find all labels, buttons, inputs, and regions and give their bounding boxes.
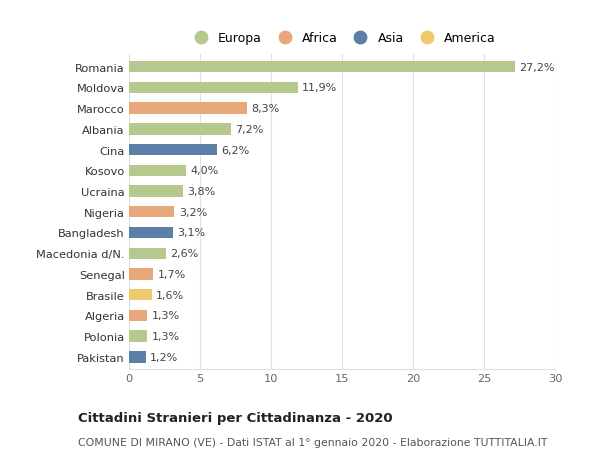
Bar <box>129 352 146 363</box>
Bar <box>129 145 217 156</box>
Bar <box>129 248 166 259</box>
Text: 3,8%: 3,8% <box>187 187 215 196</box>
Text: 11,9%: 11,9% <box>302 83 337 93</box>
Text: 3,2%: 3,2% <box>179 207 207 217</box>
Bar <box>129 207 175 218</box>
Text: 7,2%: 7,2% <box>235 124 264 134</box>
Text: 27,2%: 27,2% <box>520 62 555 73</box>
Bar <box>129 186 183 197</box>
Bar <box>129 62 515 73</box>
Bar <box>129 124 231 135</box>
Text: 1,3%: 1,3% <box>152 311 180 321</box>
Bar <box>129 289 152 301</box>
Text: 3,1%: 3,1% <box>177 228 205 238</box>
Text: COMUNE DI MIRANO (VE) - Dati ISTAT al 1° gennaio 2020 - Elaborazione TUTTITALIA.: COMUNE DI MIRANO (VE) - Dati ISTAT al 1°… <box>78 437 547 448</box>
Text: 6,2%: 6,2% <box>221 145 250 155</box>
Bar <box>129 310 148 321</box>
Text: 1,7%: 1,7% <box>157 269 185 280</box>
Bar <box>129 165 186 177</box>
Bar <box>129 103 247 115</box>
Legend: Europa, Africa, Asia, America: Europa, Africa, Asia, America <box>185 30 499 48</box>
Bar <box>129 331 148 342</box>
Text: 4,0%: 4,0% <box>190 166 218 176</box>
Text: 1,6%: 1,6% <box>156 290 184 300</box>
Bar <box>129 227 173 239</box>
Text: 1,3%: 1,3% <box>152 331 180 341</box>
Text: 1,2%: 1,2% <box>151 352 179 362</box>
Text: 2,6%: 2,6% <box>170 249 199 259</box>
Text: Cittadini Stranieri per Cittadinanza - 2020: Cittadini Stranieri per Cittadinanza - 2… <box>78 412 392 425</box>
Text: 8,3%: 8,3% <box>251 104 280 114</box>
Bar <box>129 269 153 280</box>
Bar <box>129 83 298 94</box>
